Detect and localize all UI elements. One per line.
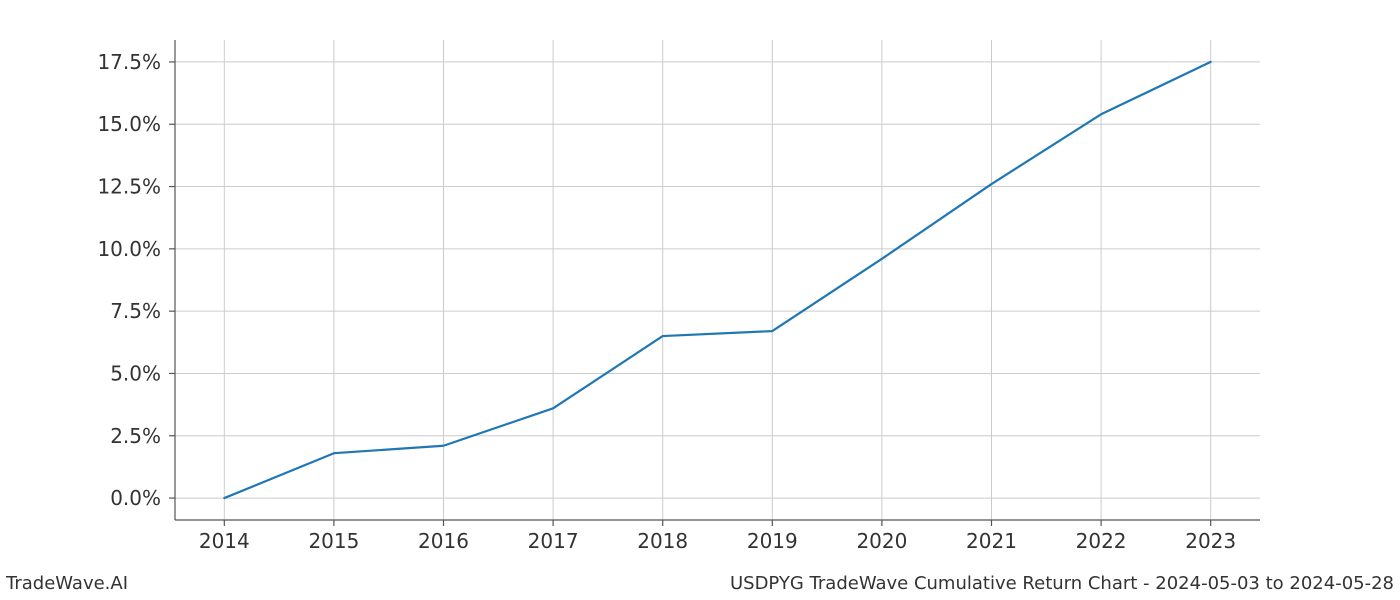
x-tick-label: 2021 xyxy=(966,529,1017,553)
chart-container: 2014 2015 2016 2017 2018 2019 2020 2021 2022 2023… xyxy=(0,0,1400,600)
x-tick-label: 2020 xyxy=(856,529,907,553)
x-tick-label: 2016 xyxy=(418,529,469,553)
y-tick-label: 5.0% xyxy=(110,361,161,385)
y-tick-label: 10.0% xyxy=(97,237,161,261)
y-tick-label: 0.0% xyxy=(110,486,161,510)
y-tick-label: 15.0% xyxy=(97,112,161,136)
x-tick-label: 2014 xyxy=(199,529,250,553)
x-tick-label: 2022 xyxy=(1076,529,1127,553)
x-tick-label: 2019 xyxy=(747,529,798,553)
x-tick-label: 2023 xyxy=(1185,529,1236,553)
y-tick-label: 17.5% xyxy=(97,50,161,74)
x-tick-label: 2015 xyxy=(308,529,359,553)
x-tick-label: 2018 xyxy=(637,529,688,553)
line-chart: 2014 2015 2016 2017 2018 2019 2020 2021 2022 2023… xyxy=(0,0,1400,600)
y-tick-label: 7.5% xyxy=(110,299,161,323)
y-tick-label: 12.5% xyxy=(97,175,161,199)
footer-right-text: USDPYG TradeWave Cumulative Return Chart… xyxy=(730,573,1394,594)
x-tick-label: 2017 xyxy=(528,529,579,553)
y-tick-label: 2.5% xyxy=(110,424,161,448)
footer-left-text: TradeWave.AI xyxy=(6,573,128,594)
